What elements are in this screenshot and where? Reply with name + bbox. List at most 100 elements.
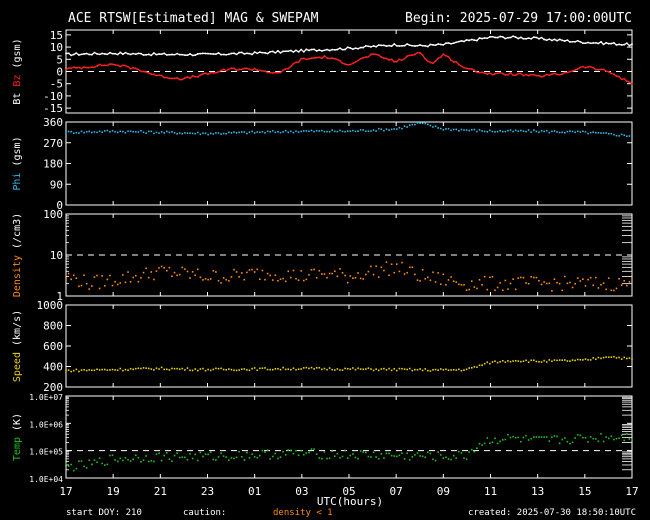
- data-point: [447, 127, 450, 130]
- data-point: [305, 452, 308, 454]
- data-point: [414, 368, 416, 371]
- data-point: [406, 368, 408, 371]
- data-point: [507, 288, 509, 290]
- data-point: [626, 135, 628, 138]
- y-tick-label: 1.0E+06: [29, 420, 63, 429]
- data-point: [259, 278, 261, 280]
- data-point: [233, 268, 235, 271]
- data-point: [302, 51, 305, 53]
- data-point: [209, 71, 212, 74]
- data-point: [269, 274, 271, 277]
- data-point: [114, 130, 116, 133]
- data-point: [124, 281, 127, 284]
- data-point: [96, 131, 98, 134]
- data-point: [119, 457, 122, 460]
- data-point: [370, 265, 372, 268]
- data-point: [600, 283, 602, 286]
- data-point: [142, 367, 145, 369]
- data-point: [442, 44, 445, 46]
- data-point: [282, 69, 284, 72]
- data-point: [70, 54, 72, 57]
- data-point: [504, 130, 507, 133]
- data-point: [114, 369, 116, 371]
- data-point: [186, 367, 189, 369]
- data-point: [111, 454, 114, 457]
- x-tick-label: 21: [154, 485, 167, 498]
- data-point: [481, 283, 483, 286]
- data-point: [556, 435, 558, 438]
- data-point: [318, 130, 321, 132]
- data-point: [514, 436, 517, 439]
- data-point: [393, 367, 396, 370]
- data-point: [429, 370, 432, 372]
- data-point: [235, 456, 238, 459]
- data-point: [251, 268, 253, 271]
- data-point: [605, 132, 607, 134]
- data-point: [339, 369, 341, 371]
- data-point: [171, 53, 173, 56]
- data-point: [610, 132, 613, 135]
- data-point: [300, 368, 302, 370]
- data-point: [582, 278, 584, 280]
- data-point: [189, 53, 191, 55]
- data-point: [204, 72, 207, 74]
- data-point: [501, 439, 504, 441]
- data-point: [437, 43, 439, 45]
- data-point: [501, 289, 504, 292]
- data-point: [122, 130, 124, 133]
- data-point: [452, 454, 455, 457]
- y-tick-label: 180: [43, 158, 63, 171]
- data-point: [248, 369, 251, 372]
- data-point: [597, 42, 600, 45]
- data-point: [153, 73, 155, 76]
- data-point: [483, 37, 486, 39]
- data-point: [458, 283, 460, 286]
- data-point: [168, 458, 171, 461]
- data-point: [375, 45, 377, 48]
- data-point: [509, 71, 512, 74]
- data-point: [150, 271, 153, 273]
- data-point: [290, 130, 292, 133]
- data-point: [445, 368, 447, 371]
- data-point: [88, 369, 91, 371]
- data-point: [233, 457, 235, 460]
- data-point: [269, 368, 271, 371]
- data-point: [145, 132, 147, 134]
- data-point: [207, 368, 209, 371]
- data-point: [543, 281, 545, 283]
- data-point: [119, 367, 122, 370]
- data-point: [429, 279, 432, 282]
- data-point: [439, 56, 442, 59]
- data-point: [248, 131, 251, 134]
- data-point: [398, 367, 401, 370]
- data-point: [455, 457, 458, 459]
- data-point: [271, 130, 274, 132]
- data-point: [78, 460, 80, 463]
- data-point: [88, 288, 91, 290]
- data-point: [282, 450, 284, 453]
- data-point: [592, 131, 595, 133]
- data-point: [385, 128, 388, 130]
- data-point: [341, 272, 344, 274]
- data-point: [553, 130, 556, 132]
- data-point: [103, 464, 106, 466]
- data-point: [432, 126, 434, 128]
- data-point: [305, 58, 308, 61]
- data-point: [140, 461, 142, 463]
- chart-title: ACE RTSW[Estimated] MAG & SWEPAM: [68, 11, 319, 26]
- data-point: [124, 51, 127, 54]
- data-point: [274, 274, 277, 277]
- caution-label: caution:: [183, 508, 226, 518]
- data-point: [442, 369, 445, 371]
- data-point: [483, 130, 486, 133]
- data-point: [339, 457, 341, 459]
- data-point: [290, 276, 292, 279]
- data-point: [292, 269, 295, 272]
- data-point: [491, 35, 494, 38]
- data-point: [383, 457, 385, 459]
- data-point: [597, 68, 600, 71]
- data-point: [96, 274, 98, 277]
- data-point: [96, 65, 98, 67]
- data-point: [354, 276, 357, 279]
- data-point: [184, 369, 186, 371]
